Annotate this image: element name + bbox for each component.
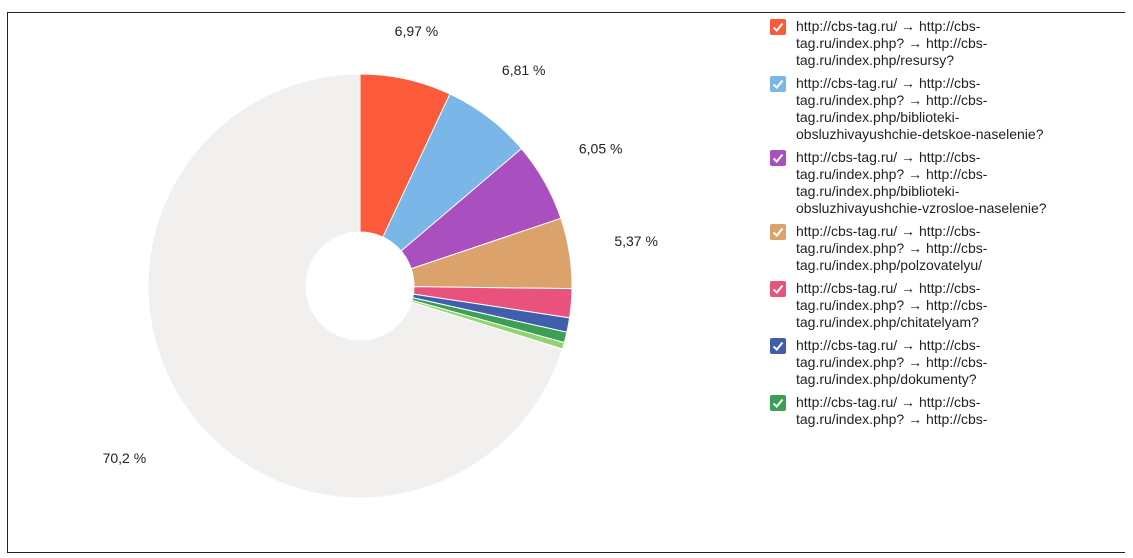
check-mark (772, 341, 784, 351)
legend-checkbox[interactable] (770, 224, 786, 240)
legend-item[interactable]: http://cbs-tag.ru/ → http://cbs-tag.ru/i… (770, 75, 1061, 143)
chart-frame (7, 12, 1125, 553)
check-mark (772, 227, 784, 237)
check-mark (772, 79, 784, 89)
legend-item[interactable]: http://cbs-tag.ru/ → http://cbs-tag.ru/i… (770, 280, 1061, 331)
check-mark (772, 284, 784, 294)
legend-label: http://cbs-tag.ru/ → http://cbs-tag.ru/i… (796, 280, 988, 330)
legend-checkbox[interactable] (770, 150, 786, 166)
value-label: 6,81 % (502, 62, 546, 78)
legend-label: http://cbs-tag.ru/ → http://cbs-tag.ru/i… (796, 75, 1044, 142)
value-label: 6,05 % (579, 141, 623, 157)
legend-checkbox[interactable] (770, 281, 786, 297)
value-label: 5,37 % (614, 233, 658, 249)
legend-checkbox[interactable] (770, 76, 786, 92)
legend-label: http://cbs-tag.ru/ → http://cbs-tag.ru/i… (796, 223, 988, 273)
legend-checkbox[interactable] (770, 338, 786, 354)
value-label: 6,97 % (395, 23, 439, 39)
legend-label: http://cbs-tag.ru/ → http://cbs-tag.ru/i… (796, 394, 988, 427)
legend-checkbox[interactable] (770, 19, 786, 35)
legend-label: http://cbs-tag.ru/ → http://cbs-tag.ru/i… (796, 18, 988, 68)
check-mark (772, 398, 784, 408)
legend-item[interactable]: http://cbs-tag.ru/ → http://cbs-tag.ru/i… (770, 18, 1061, 69)
legend-item[interactable]: http://cbs-tag.ru/ → http://cbs-tag.ru/i… (770, 149, 1061, 217)
legend-label: http://cbs-tag.ru/ → http://cbs-tag.ru/i… (796, 149, 1047, 216)
legend-label: http://cbs-tag.ru/ → http://cbs-tag.ru/i… (796, 337, 988, 387)
pie-slice (147, 73, 564, 499)
check-mark (772, 153, 784, 163)
legend-checkbox[interactable] (770, 395, 786, 411)
check-mark (772, 22, 784, 32)
value-label: 70,2 % (103, 450, 147, 466)
legend: http://cbs-tag.ru/ → http://cbs-tag.ru/i… (770, 18, 1070, 540)
legend-item[interactable]: http://cbs-tag.ru/ → http://cbs-tag.ru/i… (770, 337, 1061, 388)
legend-item[interactable]: http://cbs-tag.ru/ → http://cbs-tag.ru/i… (770, 394, 1061, 428)
chart: 6,97 % 6,81 % 6,05 % 5,37 % 70,2 % (103, 23, 658, 499)
legend-item[interactable]: http://cbs-tag.ru/ → http://cbs-tag.ru/i… (770, 223, 1061, 274)
